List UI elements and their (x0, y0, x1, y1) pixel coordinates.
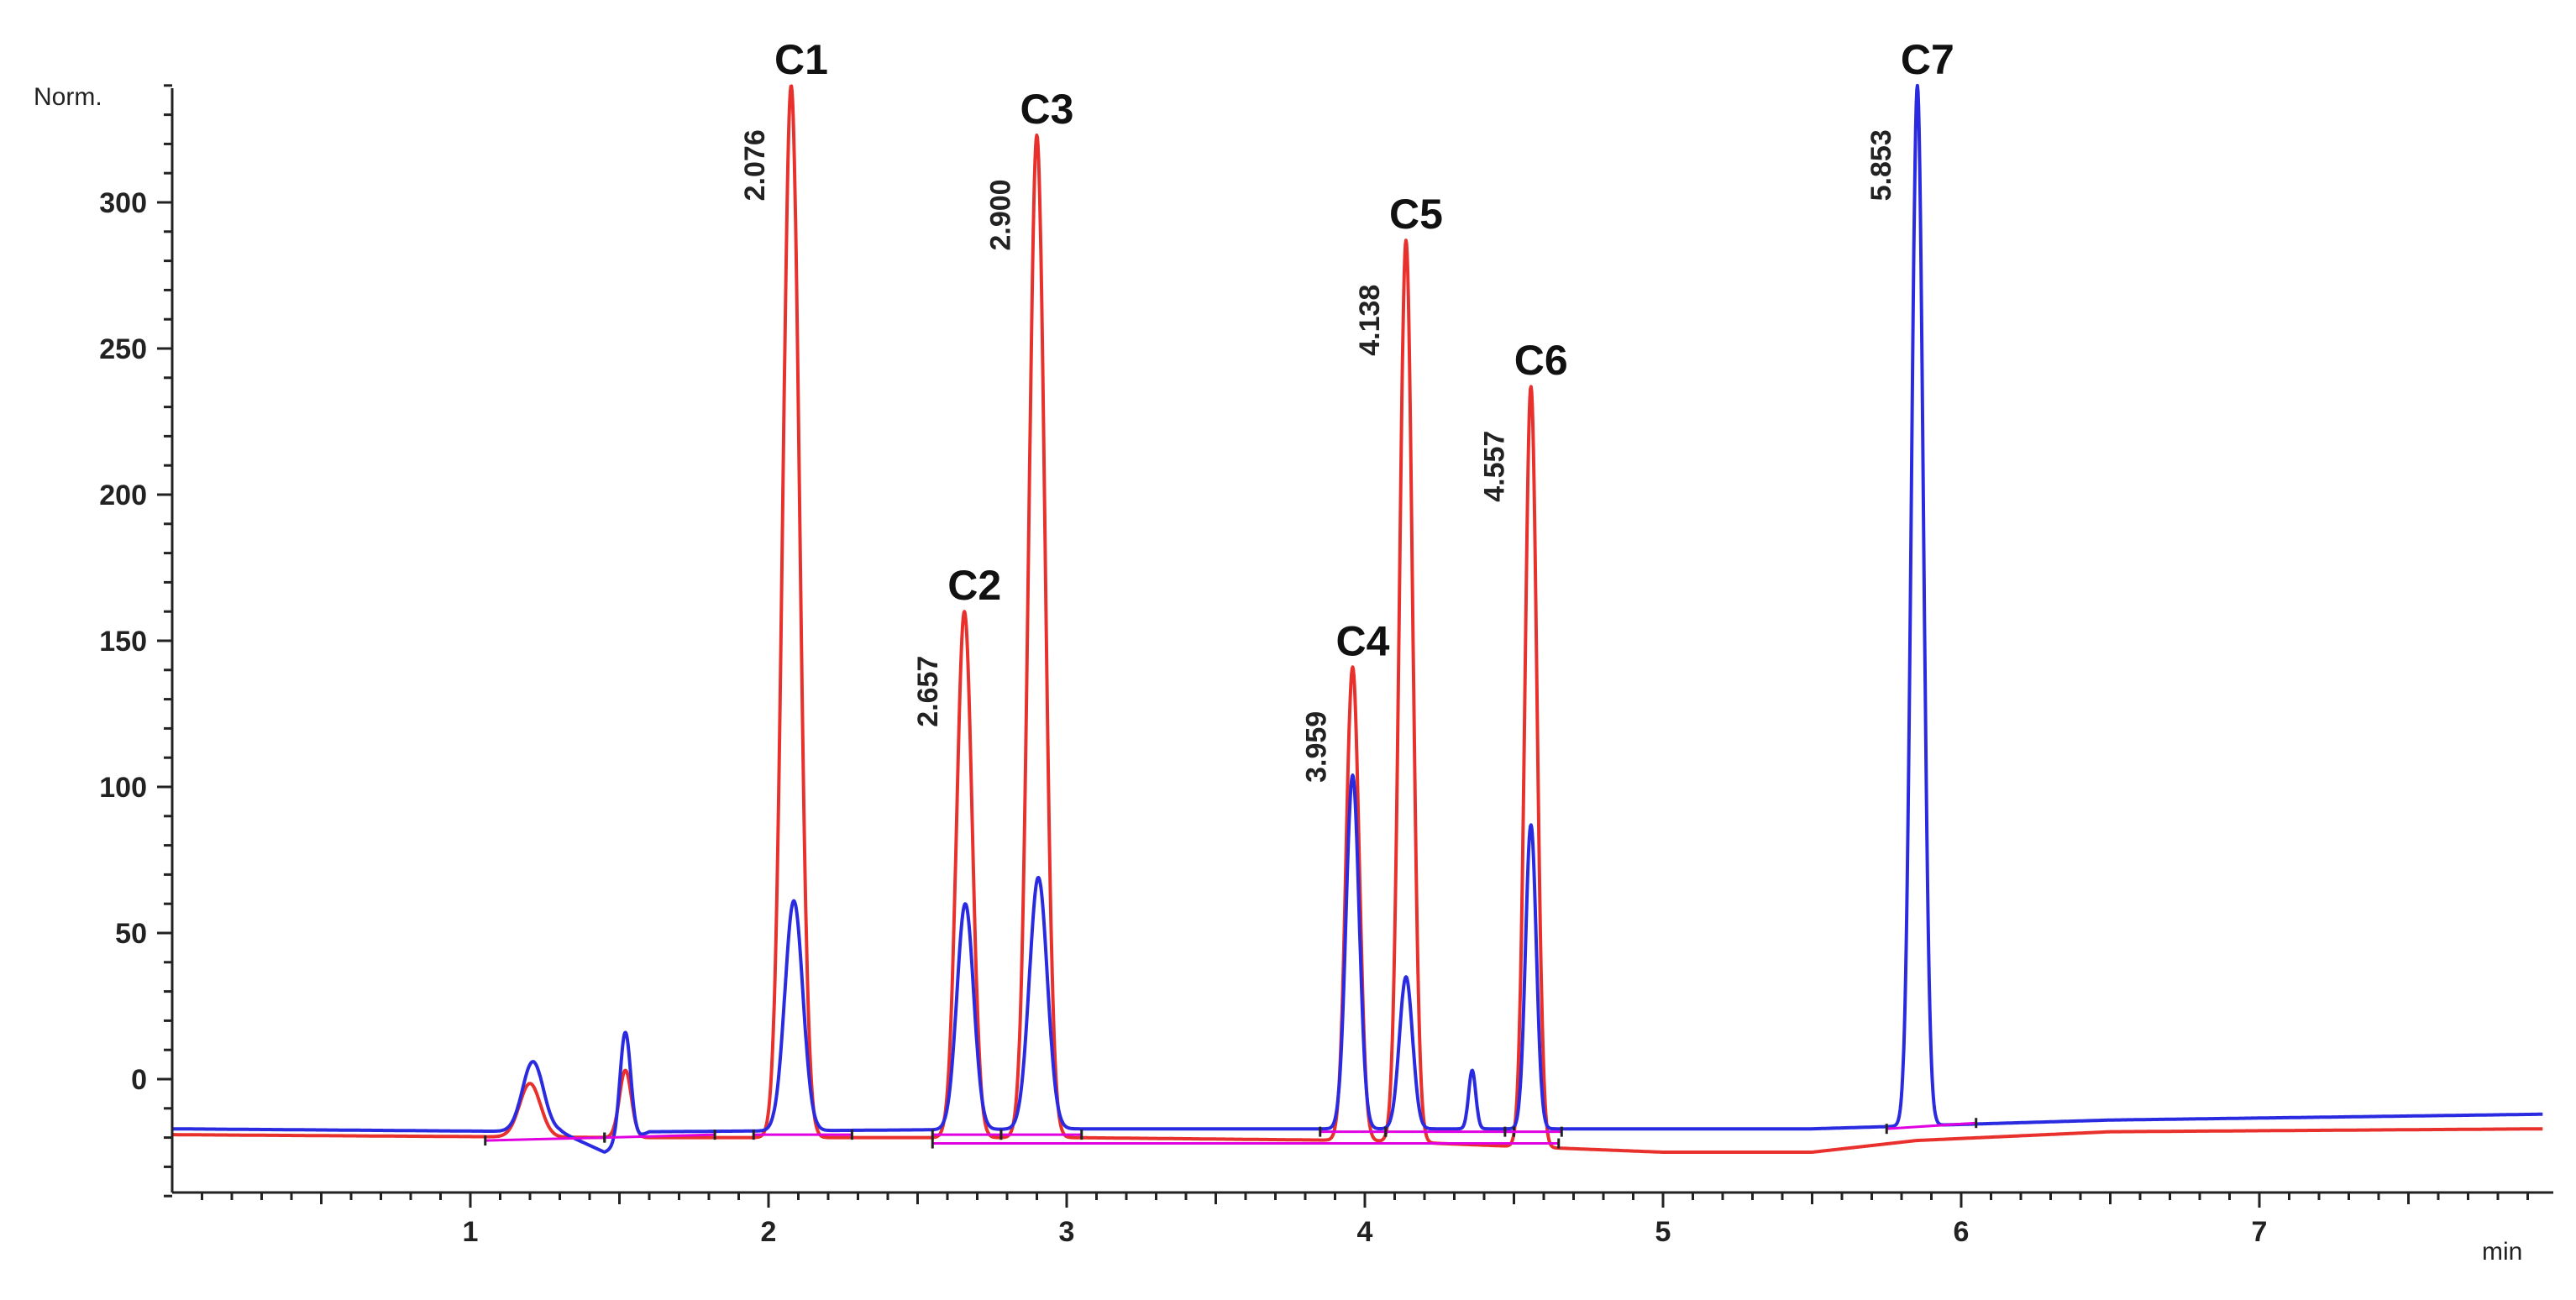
y-tick-label: 50 (115, 918, 147, 950)
trace-line-2 (171, 83, 2544, 1154)
peak-label-c2: C2 (947, 562, 1001, 609)
peak-label-c6: C6 (1514, 337, 1568, 384)
retention-time-label: 4.138 (1354, 285, 1386, 356)
peak-label-c4: C4 (1335, 617, 1389, 664)
x-tick-label: 4 (1357, 1216, 1373, 1248)
retention-time-label: 2.900 (985, 179, 1017, 250)
trace-line-1 (171, 84, 2544, 1154)
y-tick-label: 200 (99, 480, 147, 511)
traces-layer (171, 83, 2544, 1154)
retention-time-label: 2.076 (739, 129, 771, 201)
integration-baseline-1 (485, 1136, 605, 1142)
peak-label-c1: C1 (774, 36, 828, 83)
retention-time-label: 3.959 (1300, 711, 1332, 783)
integration-baselines-layer (484, 1118, 1978, 1149)
x-axis-label: min (2482, 1238, 2522, 1266)
integration-baseline-10 (1886, 1121, 1976, 1130)
retention-time-label: 2.657 (912, 656, 944, 727)
peak-label-c3: C3 (1020, 86, 1074, 133)
y-tick-label: 250 (99, 333, 147, 365)
x-tick-label: 7 (2252, 1216, 2268, 1248)
axes-layer: Norm. min 0 50 100 150 200 250 300 1 2 3 4 5 6 7 (34, 83, 2553, 1266)
peak-label-c5: C5 (1389, 191, 1443, 238)
x-tick-label: 5 (1655, 1216, 1671, 1248)
x-tick-label: 1 (463, 1216, 479, 1248)
x-tick-label: 6 (1954, 1216, 1970, 1248)
annotations-layer: C1 C2 C3 C4 C5 C6 C7 2.076 2.657 2.900 3.959 4.138 4… (739, 36, 1954, 783)
x-tick-label: 2 (761, 1216, 777, 1248)
y-tick-label: 150 (99, 626, 147, 658)
y-tick-label: 100 (99, 772, 147, 804)
y-tick-label: 0 (131, 1064, 147, 1096)
integration-baseline-2 (604, 1133, 716, 1140)
y-tick-label: 300 (99, 187, 147, 219)
x-tick-label: 3 (1059, 1216, 1075, 1248)
retention-time-label: 5.853 (1865, 129, 1897, 201)
y-axis-label: Norm. (34, 83, 102, 111)
retention-time-label: 4.557 (1479, 431, 1511, 502)
peak-label-c7: C7 (1901, 36, 1954, 83)
